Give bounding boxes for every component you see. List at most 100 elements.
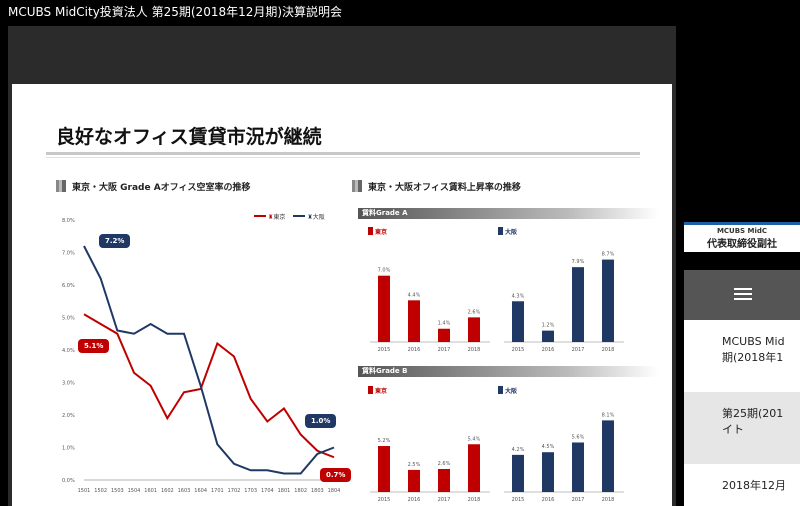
x-tick-label: 1703 bbox=[244, 488, 257, 494]
bar-value-label: 7.9% bbox=[572, 259, 585, 265]
y-tick-label: 4.0% bbox=[62, 348, 75, 354]
building-icon bbox=[352, 180, 362, 192]
hamburger-icon bbox=[734, 288, 752, 300]
series-line-osaka bbox=[83, 245, 335, 475]
bar bbox=[408, 300, 420, 342]
x-tick-label: 1804 bbox=[328, 488, 341, 494]
callout-osaka-start: 7.2% bbox=[99, 234, 131, 248]
x-tick-label: 1603 bbox=[178, 488, 191, 494]
grade-b-osaka-label: 大阪 bbox=[498, 386, 517, 395]
y-tick-label: 2.0% bbox=[62, 413, 75, 419]
callout-tokyo-end: 0.7% bbox=[320, 468, 352, 482]
bar-value-label: 7.0% bbox=[378, 268, 391, 274]
speaker-header: MCUBS MidC 代表取締役副社 bbox=[684, 222, 800, 252]
y-tick-label: 1.0% bbox=[62, 446, 75, 452]
y-tick-label: 6.0% bbox=[62, 283, 75, 289]
y-tick-label: 5.0% bbox=[62, 316, 75, 322]
vacancy-line-chart: 0.0% 1.0% 2.0% 3.0% 4.0% 5.0% 6.0% 7.0% 8.0% 1501… bbox=[62, 218, 341, 494]
grade-b-tokyo-bar-chart: 5.2% 2015 2.5% 2016 2.6% 2017 5.4% 2018 bbox=[370, 436, 490, 503]
bar-category-label: 2018 bbox=[468, 497, 481, 503]
bar-value-label: 5.2% bbox=[378, 438, 391, 444]
speaker-company: MCUBS MidC bbox=[716, 227, 768, 235]
bar bbox=[542, 452, 554, 492]
tower-icon bbox=[368, 386, 373, 394]
side-panel: MCUBS MidC 代表取締役副社 MCUBS Mid 期(2018年1 第2… bbox=[676, 26, 800, 506]
bar-category-label: 2017 bbox=[438, 497, 451, 503]
x-tick-label: 1701 bbox=[211, 488, 224, 494]
bar-value-label: 4.3% bbox=[512, 293, 525, 299]
tower-icon bbox=[368, 227, 373, 235]
bar-value-label: 8.1% bbox=[602, 412, 615, 418]
bar-category-label: 2017 bbox=[572, 347, 585, 353]
presentation-stage: 良好なオフィス賃貸市況が継続 東京・大阪 Grade Aオフィス空室率の推移 東… bbox=[8, 26, 676, 506]
bar bbox=[572, 442, 584, 492]
title-rule bbox=[46, 152, 640, 155]
bar-value-label: 1.4% bbox=[438, 321, 451, 327]
x-tick-label: 1503 bbox=[111, 488, 124, 494]
chapter-menu-button[interactable] bbox=[684, 270, 800, 320]
bar-category-label: 2015 bbox=[512, 497, 525, 503]
bar-value-label: 4.2% bbox=[512, 447, 525, 453]
bar-value-label: 5.6% bbox=[572, 434, 585, 440]
vacancy-section-title: 東京・大阪 Grade Aオフィス空室率の推移 bbox=[56, 180, 251, 193]
y-tick-label: 8.0% bbox=[62, 218, 75, 224]
grade-b-osaka-bar-chart: 4.2% 2015 4.5% 2016 5.6% 2017 8.1% 2018 bbox=[504, 412, 624, 503]
bar bbox=[408, 469, 420, 492]
rent-section-title: 東京・大阪オフィス賃料上昇率の推移 bbox=[352, 180, 521, 193]
bar-category-label: 2017 bbox=[438, 347, 451, 353]
window-title: MCUBS MidCity投資法人 第25期(2018年12月期)決算説明会 bbox=[0, 0, 800, 26]
y-tick-label: 3.0% bbox=[62, 381, 75, 387]
x-tick-label: 1602 bbox=[161, 488, 174, 494]
bar-category-label: 2015 bbox=[512, 347, 525, 353]
bar-value-label: 8.7% bbox=[602, 252, 615, 258]
x-tick-label: 1601 bbox=[144, 488, 157, 494]
x-tick-label: 1801 bbox=[278, 488, 291, 494]
grade-b-tokyo-label: 東京 bbox=[368, 386, 387, 395]
bar-category-label: 2016 bbox=[542, 347, 555, 353]
callout-osaka-end: 1.0% bbox=[305, 414, 337, 428]
bar-category-label: 2015 bbox=[378, 497, 391, 503]
grade-b-header: 賃料Grade B bbox=[358, 366, 658, 377]
y-tick-label: 7.0% bbox=[62, 251, 75, 257]
slide-title: 良好なオフィス賃貸市況が継続 bbox=[56, 126, 322, 148]
bar-category-label: 2015 bbox=[378, 347, 391, 353]
castle-icon bbox=[498, 227, 503, 235]
bar bbox=[512, 454, 524, 492]
chapter-item[interactable]: 第25期(201 イト bbox=[684, 392, 800, 464]
x-tick-label: 1704 bbox=[261, 488, 274, 494]
bar bbox=[512, 301, 524, 342]
speaker-title: 代表取締役副社 bbox=[707, 239, 777, 250]
bar-category-label: 2016 bbox=[542, 497, 555, 503]
grade-a-osaka-bar-chart: 4.3% 2015 1.2% 2016 7.9% 2017 8.7% 2018 bbox=[504, 252, 624, 353]
x-tick-label: 1803 bbox=[311, 488, 324, 494]
bar bbox=[542, 330, 554, 342]
bar bbox=[468, 444, 480, 492]
bar-category-label: 2016 bbox=[408, 497, 421, 503]
bar bbox=[378, 275, 390, 342]
bar-category-label: 2018 bbox=[468, 347, 481, 353]
bar-value-label: 2.5% bbox=[408, 462, 421, 468]
y-tick-label: 0.0% bbox=[62, 478, 75, 484]
x-tick-label: 1504 bbox=[128, 488, 141, 494]
bar bbox=[438, 328, 450, 342]
bar-category-label: 2017 bbox=[572, 497, 585, 503]
castle-icon bbox=[498, 386, 503, 394]
title-rule-thin bbox=[46, 157, 640, 158]
building-icon bbox=[56, 180, 66, 192]
bar bbox=[378, 446, 390, 492]
slide: 良好なオフィス賃貸市況が継続 東京・大阪 Grade Aオフィス空室率の推移 東… bbox=[12, 84, 672, 506]
legend-osaka-swatch bbox=[293, 215, 306, 217]
x-tick-label: 1604 bbox=[194, 488, 207, 494]
series-line-tokyo bbox=[83, 313, 335, 459]
x-tick-label: 1802 bbox=[294, 488, 307, 494]
bar bbox=[438, 469, 450, 492]
grade-a-tokyo-label: 東京 bbox=[368, 227, 387, 236]
x-tick-label: 1502 bbox=[94, 488, 107, 494]
chapter-item[interactable]: MCUBS Mid 期(2018年1 bbox=[684, 320, 800, 392]
callout-tokyo-start: 5.1% bbox=[78, 339, 110, 353]
bar-value-label: 1.2% bbox=[542, 323, 555, 329]
vacancy-legend: ♜東京 ♜大阪 bbox=[248, 212, 325, 221]
bar-category-label: 2018 bbox=[602, 497, 615, 503]
grade-a-tokyo-bar-chart: 7.0% 2015 4.4% 2016 1.4% 2017 2.6% 2018 bbox=[370, 268, 490, 353]
chapter-item[interactable]: 2018年12月 bbox=[684, 464, 800, 506]
